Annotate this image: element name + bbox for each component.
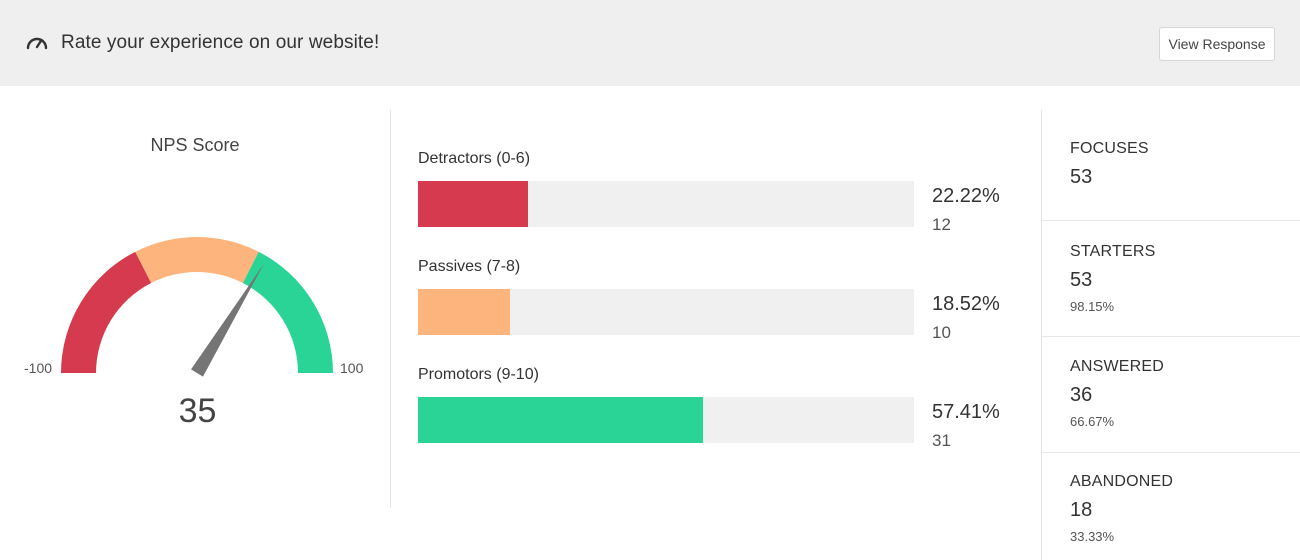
gauge-max-label: 100 bbox=[340, 360, 364, 376]
gauge-segment-passives bbox=[135, 237, 259, 284]
gauge-segment-detractors bbox=[61, 251, 152, 373]
stat-starters-label: STARTERS bbox=[1070, 243, 1156, 260]
column-divider bbox=[1041, 110, 1042, 560]
gauge-needle bbox=[191, 263, 264, 377]
stat-divider bbox=[1042, 220, 1300, 221]
detractors-percent: 22.22% bbox=[932, 185, 1000, 207]
detractors-count: 12 bbox=[932, 215, 951, 234]
column-divider bbox=[390, 110, 391, 508]
stat-starters-percent: 98.15% bbox=[1070, 299, 1115, 314]
passives-percent: 18.52% bbox=[932, 293, 1000, 315]
survey-title: Rate your experience on our website! bbox=[61, 32, 380, 53]
stat-abandoned-label: ABANDONED bbox=[1070, 473, 1174, 490]
stat-divider bbox=[1042, 452, 1300, 453]
nps-score-title: NPS Score bbox=[150, 135, 240, 155]
speedometer-icon bbox=[26, 37, 48, 50]
stat-focuses-value: 53 bbox=[1070, 166, 1093, 188]
stat-abandoned-value: 18 bbox=[1070, 499, 1093, 521]
promotors-bar-track bbox=[418, 397, 914, 443]
stat-divider bbox=[1042, 336, 1300, 337]
detractors-label: Detractors (0-6) bbox=[418, 150, 531, 167]
passives-bar bbox=[418, 289, 510, 335]
promotors-bar bbox=[418, 397, 703, 443]
view-response-button[interactable]: View Response bbox=[1159, 27, 1275, 61]
promotors-count: 31 bbox=[932, 431, 951, 450]
detractors-bar bbox=[418, 181, 529, 227]
passives-label: Passives (7-8) bbox=[418, 258, 521, 275]
detractors-bar-track bbox=[418, 181, 914, 227]
passives-count: 10 bbox=[932, 323, 951, 342]
survey-header: Rate your experience on our website! Vie… bbox=[0, 0, 1300, 86]
stat-focuses-label: FOCUSES bbox=[1070, 140, 1149, 157]
stat-answered-value: 36 bbox=[1070, 384, 1093, 406]
promotors-label: Promotors (9-10) bbox=[418, 366, 539, 383]
gauge-min-label: -100 bbox=[24, 360, 53, 376]
promotors-percent: 57.41% bbox=[932, 401, 1000, 423]
nps-gauge bbox=[61, 237, 333, 377]
nps-score-value: 35 bbox=[178, 392, 217, 430]
stat-answered-percent: 66.67% bbox=[1070, 414, 1115, 429]
gauge-segment-promotors bbox=[242, 251, 333, 373]
stat-starters-value: 53 bbox=[1070, 269, 1093, 291]
stat-abandoned-percent: 33.33% bbox=[1070, 529, 1115, 544]
passives-bar-track bbox=[418, 289, 914, 335]
stat-answered-label: ANSWERED bbox=[1070, 358, 1165, 375]
